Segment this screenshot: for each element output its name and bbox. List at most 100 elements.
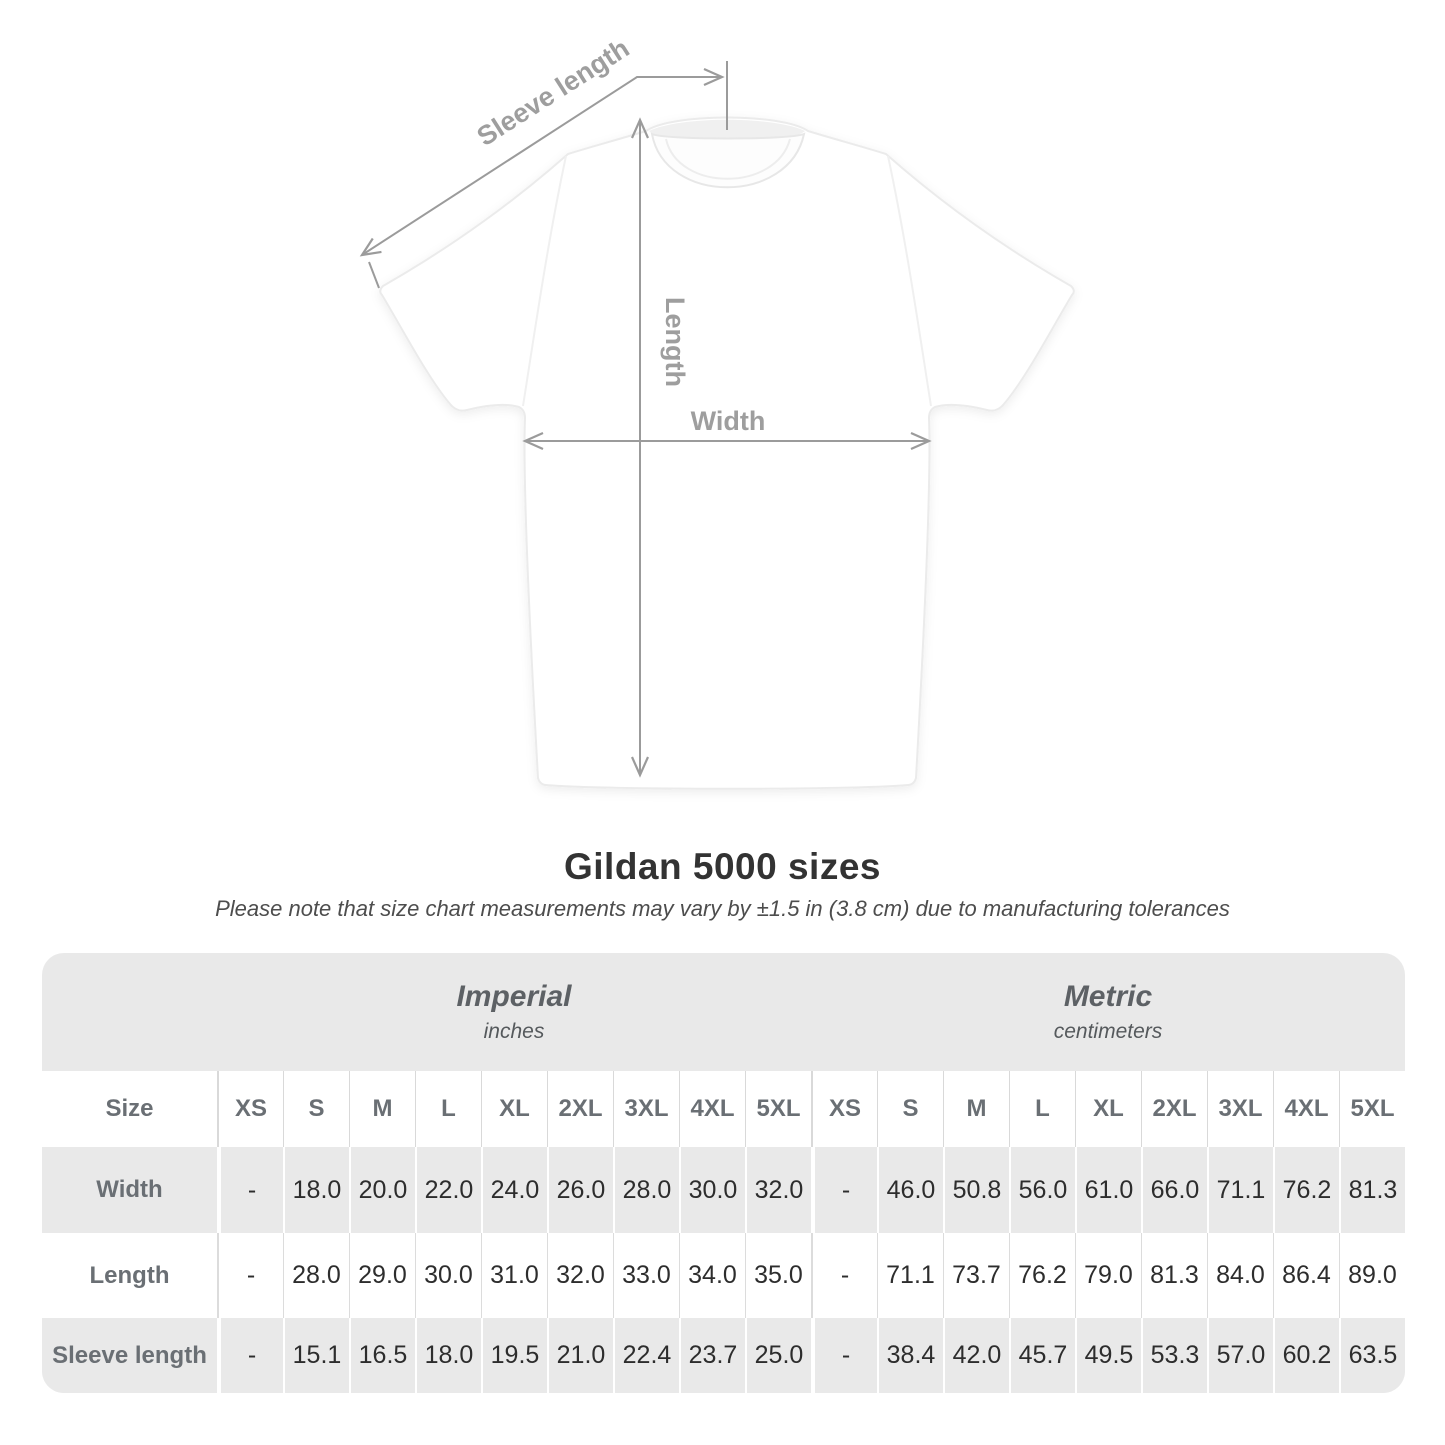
value-sleeve-length-imperial-2xl: 21.0 <box>547 1318 613 1393</box>
value-sleeve-length-imperial-xs: - <box>217 1318 283 1393</box>
size-header-imperial-xs: XS <box>217 1071 283 1147</box>
value-length-imperial-5xl: 35.0 <box>745 1233 811 1318</box>
size-header-imperial-5xl: 5XL <box>745 1071 811 1147</box>
value-width-imperial-xl: 24.0 <box>481 1147 547 1233</box>
value-width-metric-3xl: 71.1 <box>1207 1147 1273 1233</box>
row-label-sleeve-length: Sleeve length <box>52 1341 207 1369</box>
value-length-metric-l: 76.2 <box>1009 1233 1075 1318</box>
dimension-lines <box>359 61 932 778</box>
table-header-row: Size XS S M L XL 2XL 3XL 4XL 5XL XS S M L XL 2XL 3XL 4XL 5… <box>42 1071 1405 1147</box>
size-header-metric-3xl: 3XL <box>1207 1071 1273 1147</box>
size-header-metric-xs: XS <box>811 1071 877 1147</box>
value-width-imperial-xs: - <box>217 1147 283 1233</box>
size-header-metric-l: L <box>1009 1071 1075 1147</box>
value-sleeve-length-metric-5xl: 63.5 <box>1339 1318 1405 1393</box>
sleeve-length-arrow <box>359 67 725 257</box>
sleeve-length-label: Sleeve length <box>472 33 635 152</box>
value-length-imperial-m: 29.0 <box>349 1233 415 1318</box>
value-sleeve-length-metric-4xl: 60.2 <box>1273 1318 1339 1393</box>
table-row-width: Width -18.0 20.0 22.0 24.0 26.0 28.0 30.0 32.0-4… <box>42 1147 1405 1233</box>
value-width-metric-s: 46.0 <box>877 1147 943 1233</box>
value-sleeve-length-imperial-4xl: 23.7 <box>679 1318 745 1393</box>
value-sleeve-length-metric-m: 42.0 <box>943 1318 1009 1393</box>
value-sleeve-length-metric-3xl: 57.0 <box>1207 1318 1273 1393</box>
size-header-metric-s: S <box>877 1071 943 1147</box>
value-length-metric-xs: - <box>811 1233 877 1318</box>
value-width-imperial-3xl: 28.0 <box>613 1147 679 1233</box>
table-grid: Size XS S M L XL 2XL 3XL 4XL 5XL XS S M L XL 2XL 3XL 4XL 5… <box>42 1071 1405 1393</box>
value-width-metric-xl: 61.0 <box>1075 1147 1141 1233</box>
size-column-header: Size <box>105 1095 154 1122</box>
metric-label: Metric <box>1063 980 1153 1013</box>
size-header-imperial-l: L <box>415 1071 481 1147</box>
value-width-imperial-m: 20.0 <box>349 1147 415 1233</box>
size-header-imperial-3xl: 3XL <box>613 1071 679 1147</box>
value-width-imperial-2xl: 26.0 <box>547 1147 613 1233</box>
size-header-metric-xl: XL <box>1075 1071 1141 1147</box>
size-header-metric-4xl: 4XL <box>1273 1071 1339 1147</box>
tshirt-measurement-diagram: Sleeve length Length Width <box>359 33 1075 790</box>
value-width-imperial-s: 18.0 <box>283 1147 349 1233</box>
page-subtitle: Please note that size chart measurements… <box>215 896 1230 921</box>
value-sleeve-length-metric-2xl: 53.3 <box>1141 1318 1207 1393</box>
size-header-metric-m: M <box>943 1071 1009 1147</box>
table-row-length: Length -28.0 29.0 30.0 31.0 32.0 33.0 34.0 35.0-… <box>42 1233 1405 1318</box>
page-title: Gildan 5000 sizes <box>563 846 881 887</box>
value-width-metric-5xl: 81.3 <box>1339 1147 1405 1233</box>
value-sleeve-length-metric-xs: - <box>811 1318 877 1393</box>
value-sleeve-length-metric-l: 45.7 <box>1009 1318 1075 1393</box>
size-header-imperial-xl: XL <box>481 1071 547 1147</box>
value-sleeve-length-imperial-5xl: 25.0 <box>745 1318 811 1393</box>
size-chart-table: Imperial inches Metric centimeters Size X… <box>42 953 1405 1393</box>
width-label: Width <box>691 406 766 436</box>
sleeve-end-tick <box>368 261 380 289</box>
size-header-imperial-2xl: 2XL <box>547 1071 613 1147</box>
value-length-metric-m: 73.7 <box>943 1233 1009 1318</box>
value-sleeve-length-imperial-m: 16.5 <box>349 1318 415 1393</box>
tshirt-diagram-svg: Sleeve length Length Width <box>359 33 1075 790</box>
value-length-metric-5xl: 89.0 <box>1339 1233 1405 1318</box>
value-sleeve-length-metric-s: 38.4 <box>877 1318 943 1393</box>
value-length-imperial-xs: - <box>217 1233 283 1318</box>
value-length-imperial-xl: 31.0 <box>481 1233 547 1318</box>
size-header-imperial-m: M <box>349 1071 415 1147</box>
value-width-imperial-5xl: 32.0 <box>745 1147 811 1233</box>
value-length-imperial-s: 28.0 <box>283 1233 349 1318</box>
length-label: Length <box>660 297 690 387</box>
size-header-imperial-s: S <box>283 1071 349 1147</box>
value-sleeve-length-metric-xl: 49.5 <box>1075 1318 1141 1393</box>
value-length-imperial-4xl: 34.0 <box>679 1233 745 1318</box>
value-length-metric-xl: 79.0 <box>1075 1233 1141 1318</box>
value-width-metric-2xl: 66.0 <box>1141 1147 1207 1233</box>
value-width-metric-4xl: 76.2 <box>1273 1147 1339 1233</box>
size-header-imperial-4xl: 4XL <box>679 1071 745 1147</box>
imperial-unit-group: Imperial inches <box>217 953 811 1071</box>
metric-sublabel: centimeters <box>1053 1020 1163 1043</box>
value-width-metric-xs: - <box>811 1147 877 1233</box>
row-label-width: Width <box>96 1176 163 1203</box>
size-header-metric-5xl: 5XL <box>1339 1071 1405 1147</box>
row-label-length: Length <box>89 1261 170 1289</box>
value-width-metric-l: 56.0 <box>1009 1147 1075 1233</box>
value-width-metric-m: 50.8 <box>943 1147 1009 1233</box>
value-width-imperial-l: 22.0 <box>415 1147 481 1233</box>
value-sleeve-length-imperial-xl: 19.5 <box>481 1318 547 1393</box>
value-length-metric-2xl: 81.3 <box>1141 1233 1207 1318</box>
value-length-metric-4xl: 86.4 <box>1273 1233 1339 1318</box>
size-header-metric-2xl: 2XL <box>1141 1071 1207 1147</box>
imperial-label: Imperial <box>456 980 572 1013</box>
metric-unit-group: Metric centimeters <box>811 953 1405 1071</box>
value-sleeve-length-imperial-l: 18.0 <box>415 1318 481 1393</box>
value-width-imperial-4xl: 30.0 <box>679 1147 745 1233</box>
value-length-metric-s: 71.1 <box>877 1233 943 1318</box>
units-row: Imperial inches Metric centimeters <box>42 953 1405 1071</box>
value-length-imperial-2xl: 32.0 <box>547 1233 613 1318</box>
value-sleeve-length-imperial-3xl: 22.4 <box>613 1318 679 1393</box>
tshirt-shape <box>379 116 1075 790</box>
imperial-sublabel: inches <box>483 1020 545 1043</box>
value-length-imperial-3xl: 33.0 <box>613 1233 679 1318</box>
value-length-metric-3xl: 84.0 <box>1207 1233 1273 1318</box>
value-length-imperial-l: 30.0 <box>415 1233 481 1318</box>
value-sleeve-length-imperial-s: 15.1 <box>283 1318 349 1393</box>
table-row-sleeve-length: Sleeve length -15.1 16.5 18.0 19.5 21.0 22.4 23… <box>42 1318 1405 1393</box>
